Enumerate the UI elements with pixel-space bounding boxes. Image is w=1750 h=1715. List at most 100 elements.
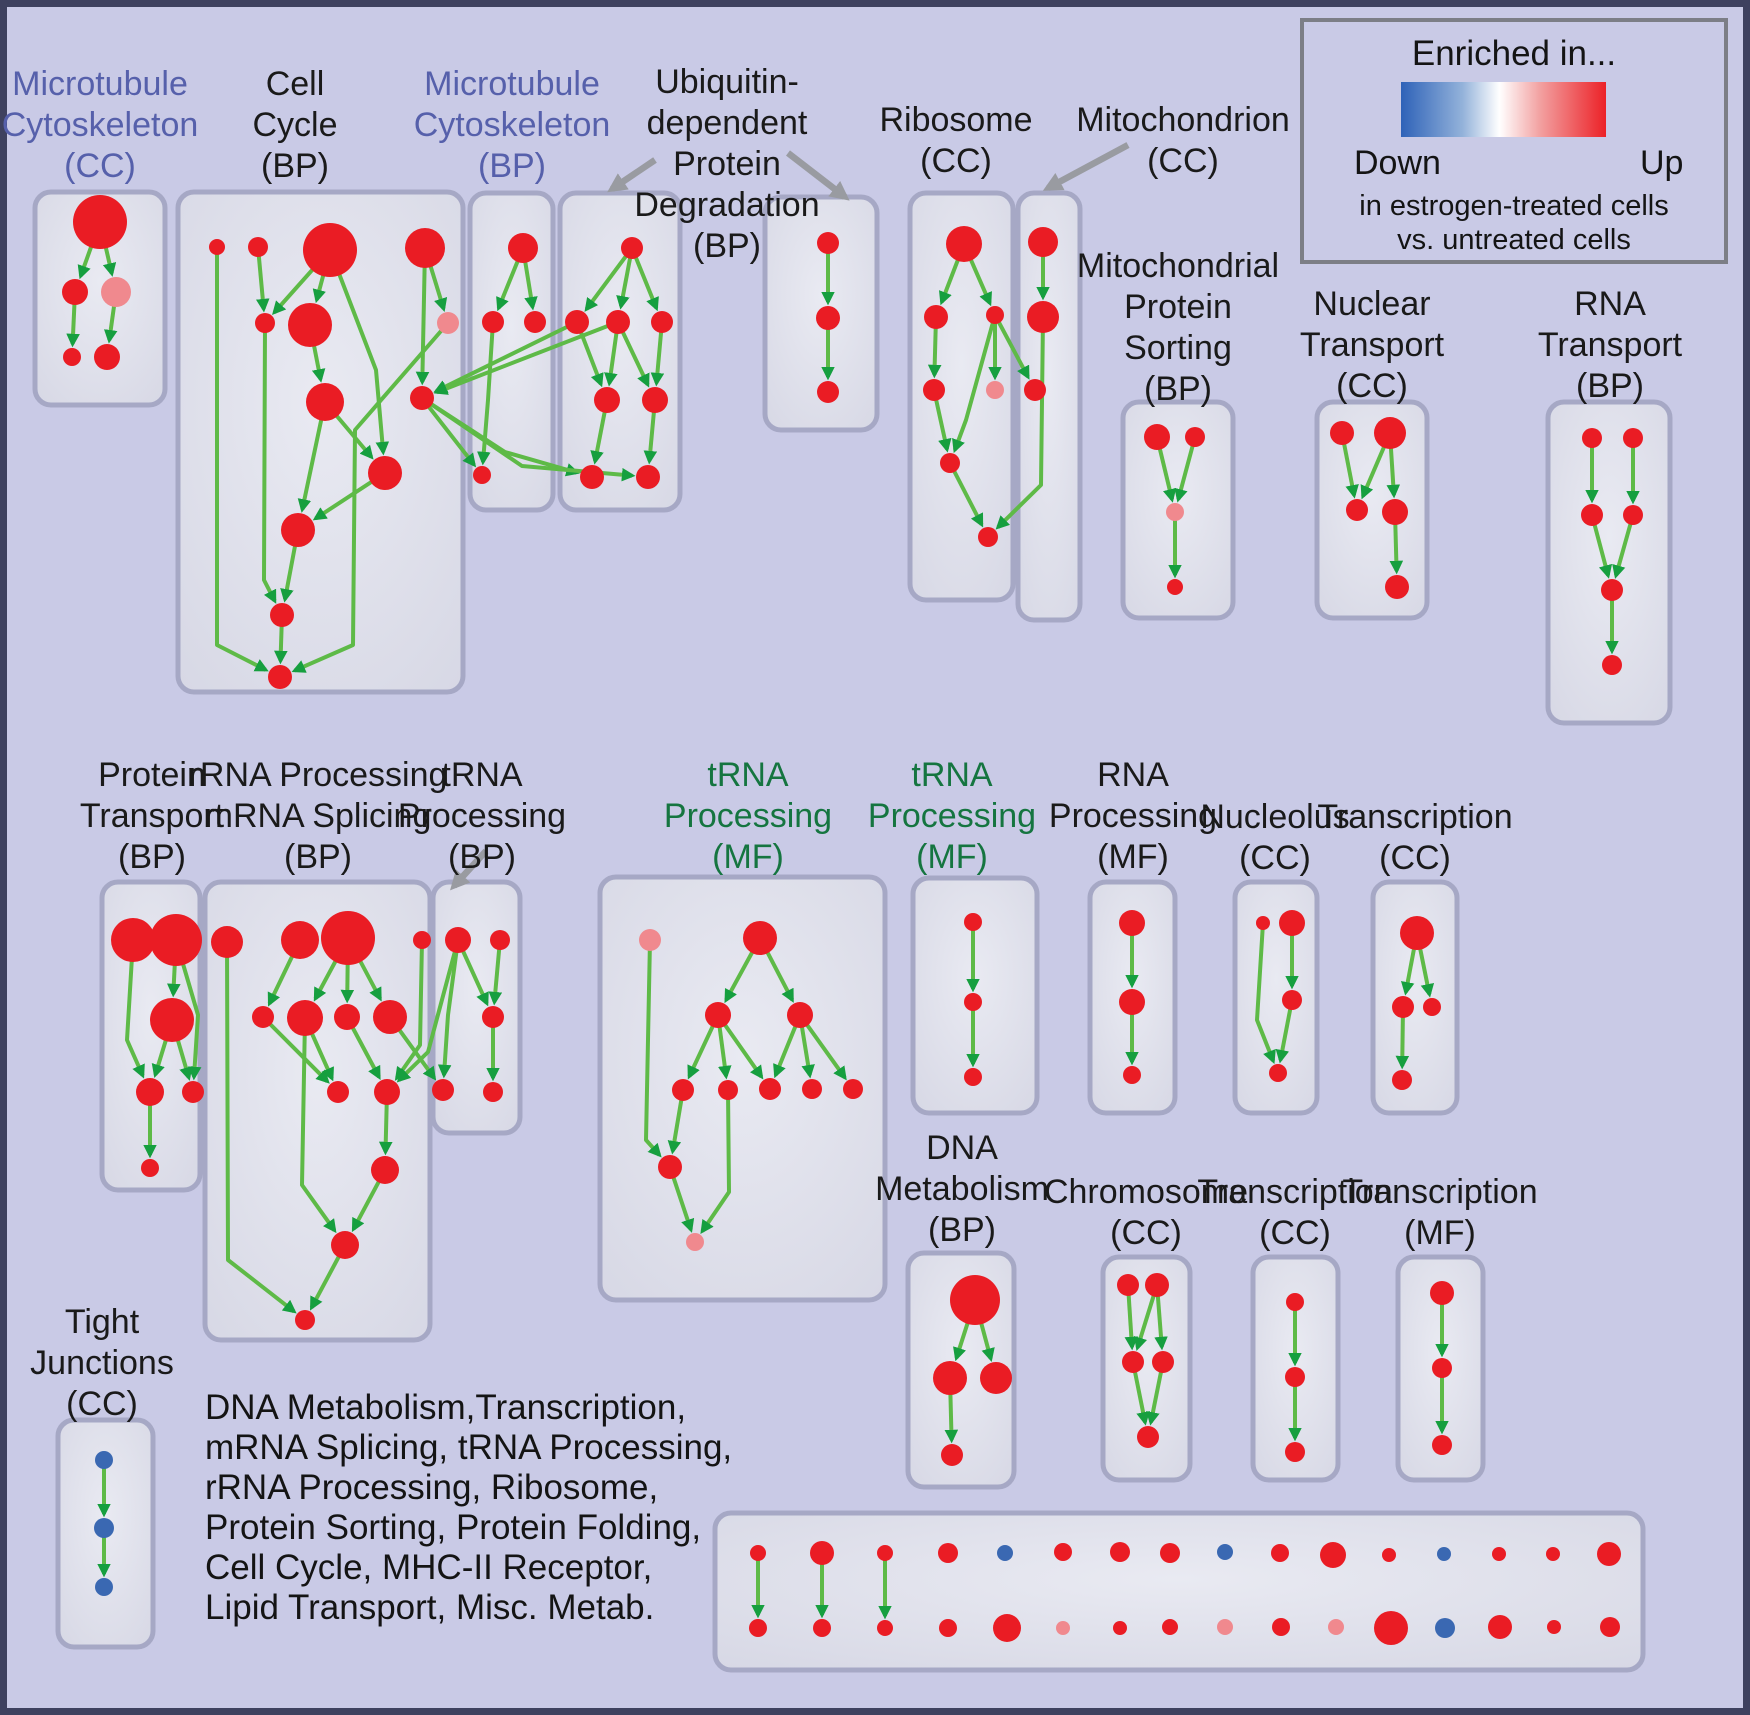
gene-set-node-cell-cycle-bp-2[interactable]: [303, 223, 357, 277]
gene-set-node-nucleolus-cc-0[interactable]: [1256, 916, 1270, 930]
gene-set-node-trna-processing-mf-1-5[interactable]: [718, 1080, 738, 1100]
gene-set-node-shared-misc-categories-17[interactable]: [813, 1619, 831, 1637]
gene-set-node-nuclear-transport-cc-4[interactable]: [1385, 575, 1409, 599]
gene-set-node-trna-processing-mf-2-0[interactable]: [964, 913, 982, 931]
gene-set-node-chromosome-cc-4[interactable]: [1137, 1426, 1159, 1448]
gene-set-node-tight-junctions-cc-1[interactable]: [94, 1518, 114, 1538]
gene-set-node-rna-transport-bp-4[interactable]: [1601, 579, 1623, 601]
gene-set-node-dna-metabolism-bp-1[interactable]: [933, 1361, 967, 1395]
gene-set-node-trna-processing-mf-1-3[interactable]: [787, 1002, 813, 1028]
gene-set-node-rrna-processing-mrna-splicing-bp-5[interactable]: [287, 1000, 323, 1036]
gene-set-node-trna-processing-mf-1-10[interactable]: [686, 1233, 704, 1251]
gene-set-node-mitochondrial-protein-sorting-bp-1[interactable]: [1185, 427, 1205, 447]
gene-set-node-ubiquitin-degradation-bp-1-1[interactable]: [565, 310, 589, 334]
gene-set-node-cell-cycle-bp-4[interactable]: [255, 313, 275, 333]
gene-set-node-shared-misc-categories-8[interactable]: [1217, 1544, 1233, 1560]
gene-set-node-trna-processing-mf-1-9[interactable]: [658, 1155, 682, 1179]
gene-set-node-ribosome-cc-0[interactable]: [946, 226, 982, 262]
gene-set-node-cell-cycle-bp-5[interactable]: [288, 303, 332, 347]
gene-set-node-shared-misc-categories-30[interactable]: [1547, 1620, 1561, 1634]
gene-set-node-shared-misc-categories-10[interactable]: [1320, 1542, 1346, 1568]
gene-set-node-rrna-processing-mrna-splicing-bp-3[interactable]: [413, 931, 431, 949]
gene-set-node-cell-cycle-bp-10[interactable]: [281, 513, 315, 547]
gene-set-node-cell-cycle-bp-7[interactable]: [306, 383, 344, 421]
gene-set-node-nucleolus-cc-2[interactable]: [1282, 990, 1302, 1010]
gene-set-node-nucleolus-cc-3[interactable]: [1269, 1064, 1287, 1082]
gene-set-node-shared-misc-categories-16[interactable]: [749, 1619, 767, 1637]
gene-set-node-cell-cycle-bp-11[interactable]: [270, 603, 294, 627]
gene-set-node-microtubule-cytoskeleton-bp-2[interactable]: [524, 311, 546, 333]
gene-set-node-ubiquitin-degradation-bp-1-0[interactable]: [621, 237, 643, 259]
gene-set-node-transcription-mf-0[interactable]: [1430, 1281, 1454, 1305]
gene-set-node-shared-misc-categories-26[interactable]: [1328, 1619, 1344, 1635]
gene-set-node-microtubule-cytoskeleton-bp-3[interactable]: [473, 466, 491, 484]
gene-set-node-rna-processing-mf-1[interactable]: [1119, 989, 1145, 1015]
gene-set-node-transcription-cc-row2-0[interactable]: [1400, 916, 1434, 950]
gene-set-node-tight-junctions-cc-0[interactable]: [95, 1451, 113, 1469]
gene-set-node-shared-misc-categories-14[interactable]: [1546, 1547, 1560, 1561]
gene-set-node-transcription-mf-2[interactable]: [1432, 1435, 1452, 1455]
gene-set-node-shared-misc-categories-3[interactable]: [938, 1543, 958, 1563]
gene-set-node-trna-processing-bp-1[interactable]: [490, 930, 510, 950]
gene-set-node-mitochondrion-cc-1[interactable]: [1027, 301, 1059, 333]
gene-set-node-rrna-processing-mrna-splicing-bp-6[interactable]: [334, 1004, 360, 1030]
gene-set-node-shared-misc-categories-2[interactable]: [877, 1545, 893, 1561]
gene-set-node-trna-processing-mf-1-8[interactable]: [843, 1079, 863, 1099]
gene-set-node-trna-processing-mf-1-1[interactable]: [743, 921, 777, 955]
gene-set-node-trna-processing-mf-1-0[interactable]: [639, 929, 661, 951]
gene-set-node-cell-cycle-bp-3[interactable]: [405, 228, 445, 268]
gene-set-node-nucleolus-cc-1[interactable]: [1279, 910, 1305, 936]
gene-set-node-ubiquitin-degradation-bp-1-7[interactable]: [636, 465, 660, 489]
gene-set-node-microtubule-cytoskeleton-bp-0[interactable]: [508, 233, 538, 263]
gene-set-node-nuclear-transport-cc-3[interactable]: [1382, 499, 1408, 525]
gene-set-node-dna-metabolism-bp-2[interactable]: [980, 1362, 1012, 1394]
gene-set-node-protein-transport-bp-0[interactable]: [111, 918, 155, 962]
gene-set-node-protein-transport-bp-1[interactable]: [150, 914, 202, 966]
gene-set-node-ubiquitin-degradation-bp-1-5[interactable]: [642, 387, 668, 413]
gene-set-node-trna-processing-mf-1-2[interactable]: [705, 1002, 731, 1028]
gene-set-node-chromosome-cc-3[interactable]: [1152, 1351, 1174, 1373]
gene-set-node-ubiquitin-degradation-bp-1-3[interactable]: [651, 311, 673, 333]
gene-set-node-rrna-processing-mrna-splicing-bp-7[interactable]: [373, 1000, 407, 1034]
gene-set-node-cell-cycle-bp-9[interactable]: [368, 456, 402, 490]
gene-set-node-microtubule-cytoskeleton-cc-3[interactable]: [63, 348, 81, 366]
gene-set-node-ubiquitin-degradation-bp-1-4[interactable]: [594, 387, 620, 413]
gene-set-node-transcription-cc-row3-1[interactable]: [1285, 1367, 1305, 1387]
gene-set-node-ribosome-cc-5[interactable]: [940, 453, 960, 473]
gene-set-node-microtubule-cytoskeleton-cc-2[interactable]: [101, 277, 131, 307]
gene-set-node-rna-transport-bp-3[interactable]: [1623, 505, 1643, 525]
gene-set-node-rna-transport-bp-0[interactable]: [1582, 428, 1602, 448]
gene-set-node-dna-metabolism-bp-3[interactable]: [941, 1444, 963, 1466]
gene-set-node-trna-processing-mf-2-1[interactable]: [964, 993, 982, 1011]
gene-set-node-transcription-cc-row3-2[interactable]: [1285, 1442, 1305, 1462]
gene-set-node-transcription-cc-row2-3[interactable]: [1392, 1070, 1412, 1090]
gene-set-node-protein-transport-bp-4[interactable]: [182, 1081, 204, 1103]
gene-set-node-cell-cycle-bp-6[interactable]: [437, 312, 459, 334]
gene-set-node-trna-processing-bp-0[interactable]: [445, 927, 471, 953]
gene-set-node-transcription-mf-1[interactable]: [1432, 1358, 1452, 1378]
gene-set-node-shared-misc-categories-13[interactable]: [1492, 1547, 1506, 1561]
gene-set-node-rna-transport-bp-5[interactable]: [1602, 655, 1622, 675]
gene-set-node-ribosome-cc-3[interactable]: [923, 379, 945, 401]
gene-set-node-shared-misc-categories-29[interactable]: [1488, 1615, 1512, 1639]
gene-set-node-shared-misc-categories-6[interactable]: [1110, 1542, 1130, 1562]
gene-set-node-rna-processing-mf-2[interactable]: [1123, 1066, 1141, 1084]
gene-set-node-rrna-processing-mrna-splicing-bp-9[interactable]: [374, 1079, 400, 1105]
gene-set-node-shared-misc-categories-20[interactable]: [993, 1614, 1021, 1642]
gene-set-node-shared-misc-categories-5[interactable]: [1054, 1543, 1072, 1561]
gene-set-node-ribosome-cc-2[interactable]: [986, 306, 1004, 324]
gene-set-node-microtubule-cytoskeleton-cc-0[interactable]: [73, 195, 127, 249]
gene-set-node-shared-misc-categories-28[interactable]: [1435, 1618, 1455, 1638]
gene-set-node-nuclear-transport-cc-2[interactable]: [1346, 499, 1368, 521]
gene-set-node-chromosome-cc-0[interactable]: [1117, 1274, 1139, 1296]
gene-set-node-mitochondrial-protein-sorting-bp-0[interactable]: [1144, 424, 1170, 450]
gene-set-node-mitochondrion-cc-0[interactable]: [1028, 227, 1058, 257]
gene-set-node-ribosome-cc-6[interactable]: [978, 527, 998, 547]
gene-set-node-microtubule-cytoskeleton-cc-1[interactable]: [62, 279, 88, 305]
gene-set-node-shared-misc-categories-22[interactable]: [1113, 1621, 1127, 1635]
gene-set-node-shared-misc-categories-0[interactable]: [750, 1545, 766, 1561]
gene-set-node-mitochondrial-protein-sorting-bp-3[interactable]: [1167, 579, 1183, 595]
gene-set-node-transcription-cc-row2-2[interactable]: [1423, 998, 1441, 1016]
gene-set-node-ribosome-cc-4[interactable]: [986, 381, 1004, 399]
gene-set-node-rrna-processing-mrna-splicing-bp-12[interactable]: [295, 1310, 315, 1330]
